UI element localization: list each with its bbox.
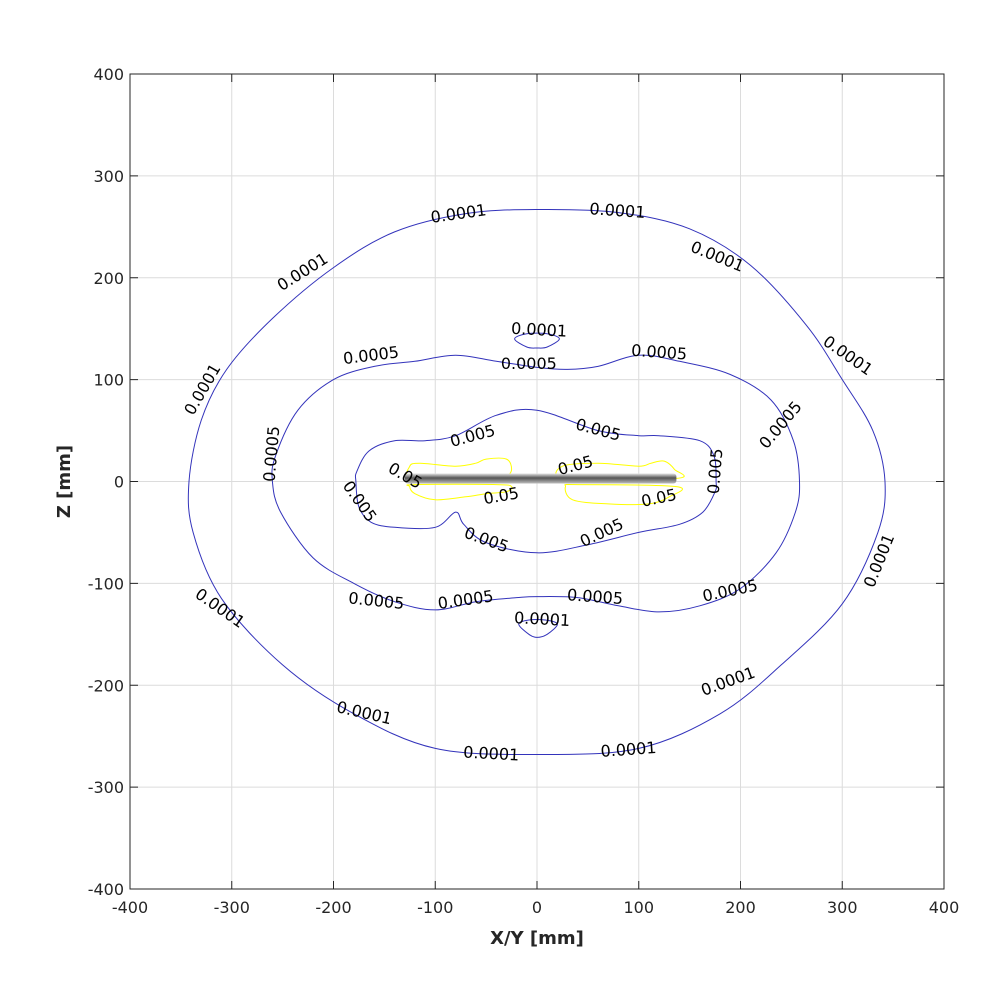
y-tick-label: -300: [88, 778, 124, 797]
contour-label: 0.005: [462, 523, 512, 557]
contour-label: 0.005: [577, 514, 627, 551]
contour-line-0_0001: [518, 619, 558, 638]
x-tick-label: -300: [214, 898, 250, 917]
contour-label: 0.0001: [429, 200, 487, 227]
contour-line-0_0001: [187, 208, 886, 756]
contour-label: 0.0001: [820, 332, 877, 380]
contour-label: 0.0005: [437, 586, 495, 613]
y-tick-label: 200: [93, 269, 124, 288]
x-tick-label: 300: [827, 898, 858, 917]
contour-label: 0.0001: [589, 199, 646, 222]
x-tick-label: 100: [623, 898, 654, 917]
contour-label: 0.005: [448, 421, 497, 451]
contour-line-0_005: [354, 408, 717, 554]
contour-lines: [187, 208, 886, 756]
contour-label: 0.0001: [600, 738, 657, 761]
contour-line-0_05: [564, 484, 683, 506]
contour-label: 0.0001: [511, 319, 568, 341]
contour-label: 0.0005: [348, 588, 406, 613]
contour-label: 0.0001: [192, 584, 249, 632]
y-tick-label: -100: [88, 574, 124, 593]
y-tick-label: 100: [93, 371, 124, 390]
x-axis-title: X/Y [mm]: [490, 928, 584, 949]
contour-label: 0.005: [339, 477, 381, 525]
contour-label: 0.0001: [180, 360, 224, 418]
contour-label: 0.05: [482, 483, 520, 508]
x-tick-label: 200: [725, 898, 756, 917]
contour-label: 0.0005: [755, 397, 806, 452]
contour-line-0_0005: [271, 354, 801, 613]
contour-line-0_0001: [514, 332, 560, 349]
x-tick-label: -200: [315, 898, 351, 917]
x-tick-label: 400: [929, 898, 960, 917]
y-tick-label: 400: [93, 65, 124, 84]
x-tick-label: -400: [112, 898, 148, 917]
contour-label: 0.0001: [335, 697, 394, 728]
contour-line-0_05: [406, 483, 513, 501]
contour-label: 0.0001: [860, 531, 899, 590]
ticks: -400 -300 -200 -100 0 100 200 300 400 -400 -300 -20…: [88, 65, 960, 917]
contour-label: 0.0005: [501, 354, 557, 373]
y-tick-label: 300: [93, 167, 124, 186]
contour-label: 0.005: [704, 448, 727, 495]
contour-label: 0.0001: [514, 608, 571, 630]
contour-label: 0.05: [639, 485, 678, 511]
contour-label: 0.0001: [274, 249, 332, 295]
x-tick-label: 0: [532, 898, 542, 917]
contour-label: 0.0005: [701, 575, 760, 605]
y-tick-label: 0: [114, 473, 124, 492]
y-tick-label: -400: [88, 880, 124, 899]
contour-label: 0.0005: [566, 585, 623, 608]
y-axis-title: Z [mm]: [54, 445, 75, 518]
conductor-rod: [404, 473, 677, 484]
contour-label: 0.0005: [631, 341, 688, 364]
contour-label: 0.0005: [260, 425, 284, 482]
x-tick-label: -100: [417, 898, 453, 917]
conductor: [404, 473, 677, 484]
y-tick-label: -200: [88, 676, 124, 695]
contour-label: 0.0001: [463, 743, 520, 765]
contour-label: 0.005: [574, 414, 623, 444]
